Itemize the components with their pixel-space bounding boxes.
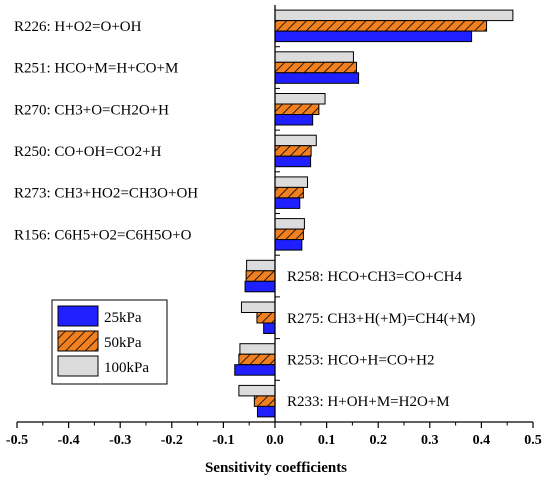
- bar-100kpa-2: [274, 51, 354, 63]
- legend: 25kPa 50kPa 100kPa: [51, 299, 168, 385]
- bar-100kpa-8: [240, 301, 276, 313]
- bar-25kpa-10: [256, 405, 276, 418]
- bar-25kpa-4: [274, 155, 312, 168]
- x-tick-label-1: -0.4: [58, 433, 80, 448]
- category-labels: R226: H+O2=O+OH R251: HCO+M=H+CO+M R270: C…: [14, 19, 475, 410]
- legend-label-100kpa: 100kPa: [104, 360, 149, 376]
- bar-100kpa-9: [239, 343, 276, 355]
- x-tick-label-0: -0.5: [6, 433, 28, 448]
- bar-100kpa-4: [274, 134, 317, 147]
- category-label-2: R251: HCO+M=H+CO+M: [14, 61, 178, 77]
- bar-50kpa-5: [274, 186, 304, 199]
- category-label-5: R273: CH3+HO2=CH3O+OH: [14, 186, 198, 202]
- legend-swatch-50kpa: [57, 330, 99, 352]
- bar-100kpa-3: [274, 93, 326, 105]
- category-label-4: R250: CO+OH=CO2+H: [14, 144, 162, 160]
- bar-50kpa-7: [245, 270, 276, 282]
- category-label-3: R270: CH3+O=CH2O+H: [14, 102, 169, 118]
- legend-swatch-100kpa: [57, 355, 99, 377]
- category-label-6: R156: C6H5+O2=C6H5O+O: [14, 227, 192, 243]
- bar-25kpa-8: [263, 322, 276, 334]
- bar-25kpa-9: [234, 364, 276, 376]
- bar-50kpa-3: [274, 103, 320, 115]
- bar-50kpa-1: [274, 20, 488, 32]
- bar-50kpa-9: [238, 353, 276, 366]
- bar-100kpa-1: [274, 9, 514, 22]
- bar-25kpa-6: [274, 239, 303, 251]
- x-tick-label-9: 0.4: [473, 433, 491, 448]
- category-label-9: R253: HCO+H=CO+H2: [287, 352, 434, 368]
- legend-label-50kpa: 50kPa: [104, 335, 142, 351]
- bar-50kpa-2: [274, 61, 358, 74]
- bar-25kpa-2: [274, 72, 360, 84]
- category-label-7: R258: HCO+CH3=CO+CH4: [287, 269, 462, 285]
- x-tick-label-5: 0.0: [266, 433, 284, 448]
- x-tick-label-7: 0.2: [369, 433, 387, 448]
- bar-100kpa-10: [238, 384, 276, 397]
- x-tick-label-4: -0.1: [212, 433, 234, 448]
- bar-100kpa-5: [274, 176, 309, 188]
- bars-layer: [234, 9, 514, 418]
- category-label-1: R226: H+O2=O+OH: [14, 19, 142, 35]
- bar-50kpa-8: [256, 312, 276, 324]
- x-tick-label-10: 0.5: [524, 433, 542, 448]
- bar-100kpa-6: [274, 218, 305, 230]
- bar-50kpa-6: [274, 228, 304, 241]
- x-axis-title: Sensitivity coefficients: [205, 460, 347, 476]
- axes: -0.5 -0.4 -0.3 -0.2 -0.1 0.0 0.1 0.2 0.3 0.4 0.5: [6, 5, 542, 448]
- legend-label-25kpa: 25kPa: [104, 310, 142, 326]
- category-label-8: R275: CH3+H(+M)=CH4(+M): [287, 311, 475, 327]
- x-tick-label-2: -0.3: [109, 433, 131, 448]
- bar-100kpa-7: [246, 259, 276, 272]
- x-tick-label-3: -0.2: [161, 433, 183, 448]
- bar-25kpa-3: [274, 114, 314, 126]
- legend-swatch-25kpa: [57, 305, 99, 327]
- bar-50kpa-10: [253, 395, 276, 407]
- x-tick-label-6: 0.1: [318, 433, 336, 448]
- bar-25kpa-1: [274, 30, 473, 43]
- bar-25kpa-5: [274, 197, 301, 209]
- bar-50kpa-4: [274, 145, 312, 157]
- bar-25kpa-7: [244, 280, 276, 293]
- x-tick-label-8: 0.3: [421, 433, 439, 448]
- category-label-10: R233: H+OH+M=H2O+M: [287, 394, 450, 410]
